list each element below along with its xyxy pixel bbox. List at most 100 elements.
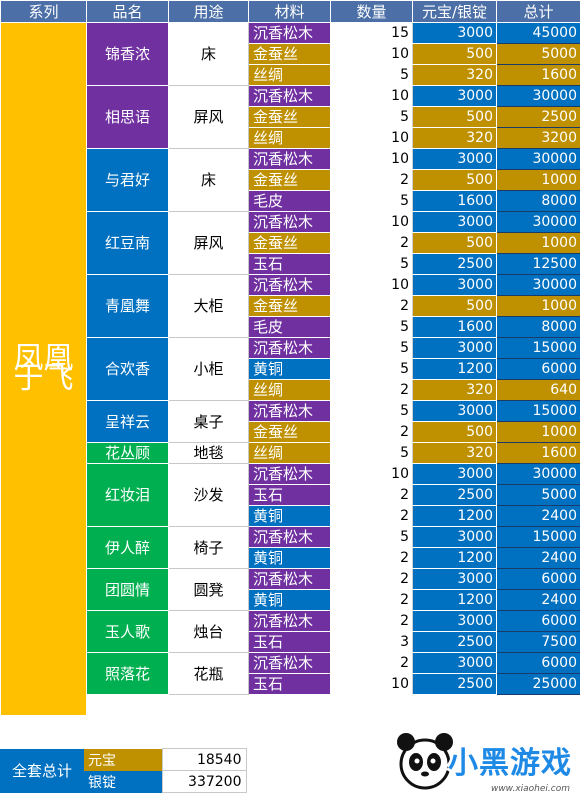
total-cell[interactable]: 1000 (496, 169, 580, 191)
item-use[interactable]: 大柜 (168, 274, 249, 338)
total-cell[interactable]: 12500 (496, 253, 580, 275)
item-name[interactable]: 伊人醉 (86, 526, 169, 569)
quantity-cell[interactable]: 2 (330, 505, 413, 527)
column-header[interactable]: 材料 (248, 0, 331, 23)
item-name[interactable]: 红妆泪 (86, 463, 169, 527)
total-cell[interactable]: 1000 (496, 421, 580, 443)
empty-cell[interactable] (412, 694, 497, 716)
summary-value-yuanbao[interactable]: 18540 (161, 748, 247, 771)
material-cell[interactable]: 毛皮 (248, 316, 331, 338)
total-cell[interactable]: 45000 (496, 22, 580, 44)
total-cell[interactable]: 1600 (496, 442, 580, 464)
material-cell[interactable]: 玉石 (248, 673, 331, 695)
column-header[interactable]: 用途 (168, 0, 249, 23)
quantity-cell[interactable]: 5 (330, 526, 413, 548)
quantity-cell[interactable]: 10 (330, 274, 413, 296)
material-cell[interactable]: 黄铜 (248, 589, 331, 611)
quantity-cell[interactable]: 10 (330, 673, 413, 695)
total-cell[interactable]: 2400 (496, 505, 580, 527)
item-use[interactable]: 椅子 (168, 526, 249, 569)
quantity-cell[interactable]: 2 (330, 568, 413, 590)
quantity-cell[interactable]: 5 (330, 316, 413, 338)
quantity-cell[interactable]: 15 (330, 22, 413, 44)
total-cell[interactable]: 5000 (496, 484, 580, 506)
total-cell[interactable]: 30000 (496, 148, 580, 170)
price-cell[interactable]: 320 (412, 64, 497, 86)
price-cell[interactable]: 3000 (412, 148, 497, 170)
material-cell[interactable]: 金蚕丝 (248, 169, 331, 191)
material-cell[interactable]: 沉香松木 (248, 148, 331, 170)
material-cell[interactable]: 玉石 (248, 484, 331, 506)
price-cell[interactable]: 500 (412, 232, 497, 254)
material-cell[interactable]: 沉香松木 (248, 274, 331, 296)
total-cell[interactable]: 1000 (496, 295, 580, 317)
material-cell[interactable]: 沉香松木 (248, 211, 331, 233)
material-cell[interactable]: 黄铜 (248, 505, 331, 527)
item-use[interactable]: 花瓶 (168, 652, 249, 695)
material-cell[interactable]: 黄铜 (248, 358, 331, 380)
material-cell[interactable]: 沉香松木 (248, 85, 331, 107)
item-use[interactable]: 烛台 (168, 610, 249, 653)
item-name[interactable]: 花丛顾 (86, 442, 169, 464)
item-name[interactable]: 呈祥云 (86, 400, 169, 443)
price-cell[interactable]: 1200 (412, 505, 497, 527)
price-cell[interactable]: 320 (412, 379, 497, 401)
price-cell[interactable]: 2500 (412, 673, 497, 695)
quantity-cell[interactable]: 10 (330, 43, 413, 65)
total-cell[interactable]: 30000 (496, 211, 580, 233)
item-name[interactable]: 团圆情 (86, 568, 169, 611)
price-cell[interactable]: 3000 (412, 211, 497, 233)
quantity-cell[interactable]: 5 (330, 253, 413, 275)
total-cell[interactable]: 6000 (496, 652, 580, 674)
material-cell[interactable]: 丝绸 (248, 127, 331, 149)
material-cell[interactable]: 沉香松木 (248, 526, 331, 548)
price-cell[interactable]: 3000 (412, 337, 497, 359)
price-cell[interactable]: 3000 (412, 274, 497, 296)
empty-cell[interactable] (496, 694, 580, 716)
empty-cell[interactable] (168, 694, 249, 716)
item-use[interactable]: 小柜 (168, 337, 249, 401)
item-name[interactable]: 与君好 (86, 148, 169, 212)
item-name[interactable]: 玉人歌 (86, 610, 169, 653)
material-cell[interactable]: 金蚕丝 (248, 295, 331, 317)
material-cell[interactable]: 黄铜 (248, 547, 331, 569)
series-cell[interactable]: 凤凰于飞 (0, 22, 87, 716)
total-cell[interactable]: 15000 (496, 400, 580, 422)
price-cell[interactable]: 500 (412, 295, 497, 317)
quantity-cell[interactable]: 2 (330, 421, 413, 443)
quantity-cell[interactable]: 5 (330, 358, 413, 380)
quantity-cell[interactable]: 3 (330, 631, 413, 653)
price-cell[interactable]: 1600 (412, 316, 497, 338)
quantity-cell[interactable]: 2 (330, 652, 413, 674)
quantity-cell[interactable]: 2 (330, 589, 413, 611)
item-name[interactable]: 相思语 (86, 85, 169, 149)
quantity-cell[interactable]: 2 (330, 169, 413, 191)
quantity-cell[interactable]: 2 (330, 379, 413, 401)
price-cell[interactable]: 500 (412, 106, 497, 128)
summary-currency-yuanbao[interactable]: 元宝 (84, 748, 162, 771)
price-cell[interactable]: 500 (412, 43, 497, 65)
material-cell[interactable]: 丝绸 (248, 379, 331, 401)
material-cell[interactable]: 玉石 (248, 631, 331, 653)
quantity-cell[interactable]: 5 (330, 442, 413, 464)
price-cell[interactable]: 3000 (412, 463, 497, 485)
total-cell[interactable]: 30000 (496, 463, 580, 485)
quantity-cell[interactable]: 2 (330, 610, 413, 632)
material-cell[interactable]: 沉香松木 (248, 568, 331, 590)
price-cell[interactable]: 1200 (412, 547, 497, 569)
total-cell[interactable]: 8000 (496, 190, 580, 212)
material-cell[interactable]: 玉石 (248, 253, 331, 275)
empty-cell[interactable] (248, 694, 331, 716)
material-cell[interactable]: 金蚕丝 (248, 43, 331, 65)
item-use[interactable]: 床 (168, 148, 249, 212)
total-cell[interactable]: 7500 (496, 631, 580, 653)
item-use[interactable]: 圆凳 (168, 568, 249, 611)
column-header[interactable]: 总计 (496, 0, 580, 23)
quantity-cell[interactable]: 2 (330, 232, 413, 254)
total-cell[interactable]: 3200 (496, 127, 580, 149)
quantity-cell[interactable]: 2 (330, 295, 413, 317)
item-use[interactable]: 桌子 (168, 400, 249, 443)
quantity-cell[interactable]: 2 (330, 484, 413, 506)
price-cell[interactable]: 3000 (412, 610, 497, 632)
material-cell[interactable]: 毛皮 (248, 190, 331, 212)
